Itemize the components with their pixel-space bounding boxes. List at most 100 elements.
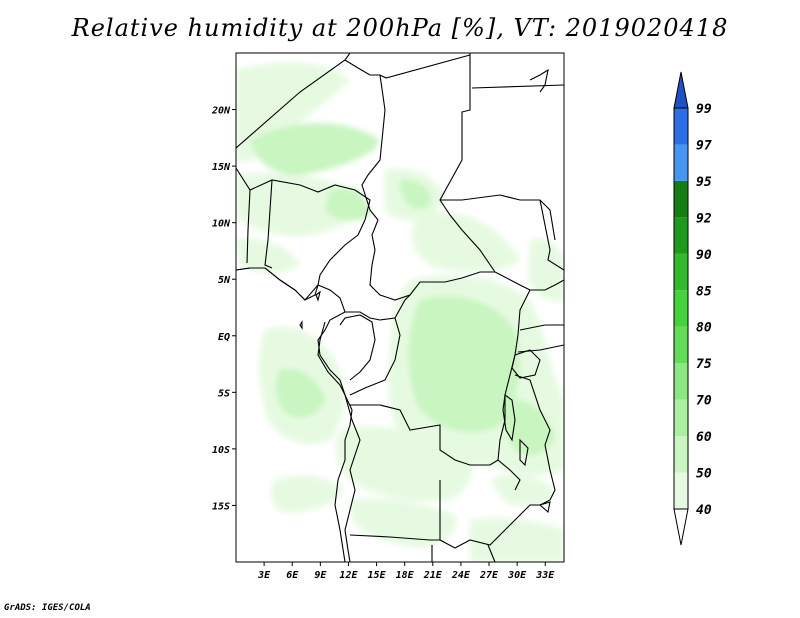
colorbar-label: 95 bbox=[696, 175, 712, 190]
humidity-region bbox=[503, 399, 555, 455]
island bbox=[299, 320, 303, 330]
lat-tick-label: 20N bbox=[211, 106, 231, 117]
colorbar-segment bbox=[674, 363, 688, 400]
colorbar-segment bbox=[673, 508, 689, 546]
lake bbox=[511, 349, 541, 379]
border-line bbox=[519, 324, 564, 331]
chart-title: Relative humidity at 200hPa [%], VT: 201… bbox=[71, 14, 729, 42]
lake bbox=[502, 394, 516, 442]
lat-tick-label: 10N bbox=[212, 219, 231, 230]
lat-tick-label: EQ bbox=[218, 332, 230, 343]
colorbar-segment bbox=[674, 472, 688, 509]
colorbar-segment bbox=[674, 180, 688, 218]
lon-tick-label: 27E bbox=[479, 570, 499, 581]
country-borders bbox=[236, 53, 564, 562]
lake bbox=[538, 501, 551, 514]
colorbar-label: 75 bbox=[696, 357, 712, 372]
lat-tick-label: 5S bbox=[218, 388, 230, 399]
border-line bbox=[439, 53, 531, 291]
border-line bbox=[487, 544, 496, 562]
lon-tick-label: 30E bbox=[507, 570, 527, 581]
lon-tick-label: 33E bbox=[535, 570, 555, 581]
latitude-axis: 20N 15N 10N 5N EQ 5S 10S 15S bbox=[211, 106, 236, 512]
humidity-region bbox=[325, 188, 370, 222]
colorbar: 40 50 60 70 75 80 85 90 92 95 97 99 bbox=[673, 71, 712, 546]
colorbar-label: 40 bbox=[696, 503, 712, 518]
humidity-region bbox=[411, 212, 520, 272]
colorbar-label: 90 bbox=[696, 248, 712, 263]
colorbar-segment bbox=[674, 144, 688, 181]
coastline bbox=[317, 321, 353, 562]
lon-tick-label: 18E bbox=[396, 570, 415, 581]
border-line bbox=[369, 219, 495, 301]
colorbar-label: 80 bbox=[696, 321, 712, 336]
border-line bbox=[439, 480, 540, 549]
lat-tick-label: 15S bbox=[212, 501, 230, 512]
humidity-region bbox=[490, 474, 555, 506]
colorbar-segment bbox=[674, 326, 688, 364]
border-line bbox=[514, 374, 556, 506]
colorbar-label: 50 bbox=[696, 467, 712, 482]
humidity-region bbox=[270, 475, 345, 513]
lake bbox=[519, 438, 529, 467]
lon-tick-label: 21E bbox=[423, 570, 443, 581]
colorbar-segment bbox=[674, 436, 688, 473]
border-line bbox=[344, 394, 361, 562]
lon-tick-label: 9E bbox=[314, 570, 327, 581]
border-line bbox=[345, 294, 411, 321]
lon-tick-label: 3E bbox=[257, 570, 271, 581]
border-line bbox=[539, 199, 564, 271]
lon-tick-label: 15E bbox=[368, 570, 387, 581]
border-line bbox=[339, 314, 376, 381]
island bbox=[315, 290, 321, 302]
lat-tick-label: 10S bbox=[212, 445, 230, 456]
border-line bbox=[350, 404, 499, 466]
colorbar-label: 85 bbox=[696, 284, 712, 299]
humidity-region bbox=[528, 238, 564, 302]
lon-tick-label: 6E bbox=[286, 570, 299, 581]
border-line bbox=[236, 267, 319, 301]
border-line bbox=[497, 289, 531, 491]
humidity-region bbox=[300, 126, 375, 158]
lon-tick-label: 24E bbox=[451, 570, 471, 581]
humidity-region bbox=[350, 498, 456, 548]
border-line bbox=[440, 194, 556, 241]
colorbar-segment bbox=[674, 290, 688, 327]
humidity-region bbox=[276, 369, 325, 418]
colorbar-segment bbox=[674, 399, 688, 437]
colorbar-segment bbox=[674, 217, 688, 254]
border-line bbox=[361, 74, 386, 221]
border-line bbox=[317, 284, 346, 396]
colorbar-segment bbox=[674, 108, 688, 145]
border-line bbox=[344, 54, 471, 79]
border-line bbox=[471, 84, 564, 89]
lat-tick-label: 15N bbox=[212, 162, 231, 173]
humidity-region bbox=[335, 426, 471, 502]
border-line bbox=[264, 179, 273, 269]
border-line bbox=[349, 317, 401, 396]
grads-credit: GrADS: IGES/COLA bbox=[4, 603, 91, 613]
colorbar-label: 97 bbox=[696, 138, 712, 153]
colorbar-segment bbox=[673, 71, 689, 109]
border-line bbox=[236, 167, 371, 286]
coastline bbox=[236, 267, 319, 301]
humidity-region bbox=[400, 179, 431, 209]
border-line bbox=[349, 534, 440, 541]
border-line bbox=[246, 189, 251, 264]
colorbar-label: 92 bbox=[696, 211, 712, 226]
colorbar-frame bbox=[673, 107, 689, 510]
border-line bbox=[530, 279, 564, 291]
humidity-region bbox=[408, 296, 520, 433]
colorbar-label: 60 bbox=[696, 430, 712, 445]
colorbar-label: 99 bbox=[696, 102, 712, 117]
colorbar-segment bbox=[674, 253, 688, 291]
longitude-axis: 3E 6E 9E 12E 15E 18E 21E 24E 27E 30E 33E bbox=[257, 562, 555, 581]
humidity-region bbox=[236, 173, 363, 237]
humidity-region bbox=[236, 238, 300, 273]
humidity-shading bbox=[236, 62, 564, 562]
colorbar-label: 70 bbox=[696, 394, 712, 409]
lon-tick-label: 12E bbox=[339, 570, 358, 581]
coastline bbox=[529, 68, 549, 93]
lat-tick-label: 5N bbox=[218, 275, 231, 286]
